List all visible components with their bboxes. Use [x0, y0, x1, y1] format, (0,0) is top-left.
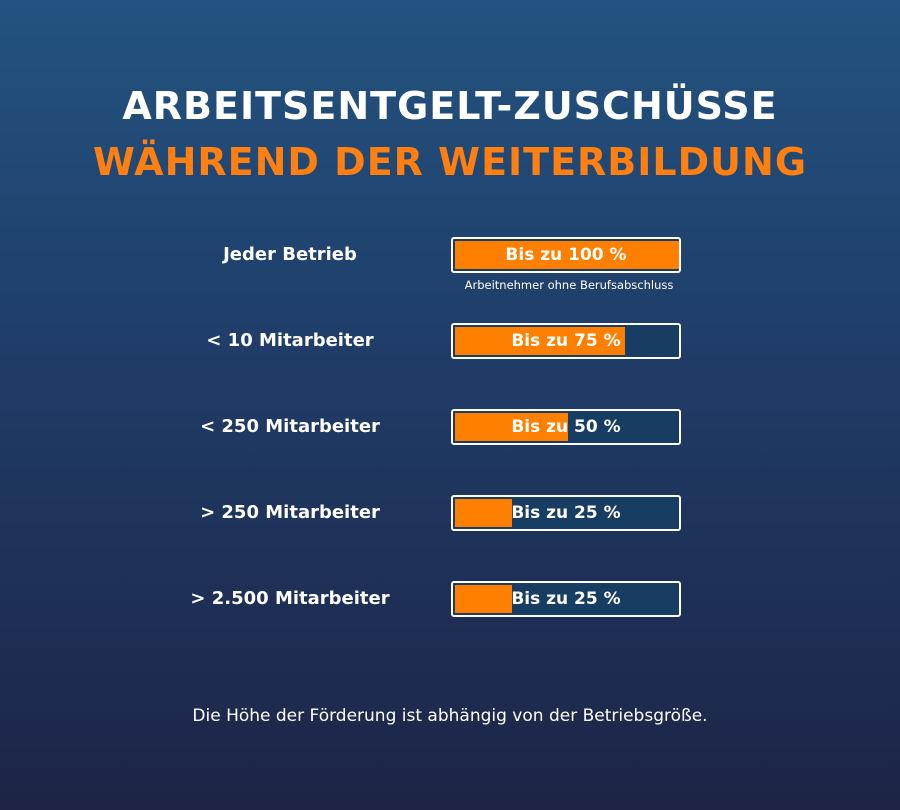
bar-track: Bis zu 25 %	[451, 495, 681, 531]
row-label: > 2.500 Mitarbeiter	[190, 588, 390, 609]
title-line-2: WÄHREND DER WEITERBILDUNG	[92, 140, 808, 184]
row-label: < 10 Mitarbeiter	[206, 330, 374, 351]
bar-fill	[455, 327, 625, 355]
row-label: > 250 Mitarbeiter	[200, 502, 380, 523]
bar-fill	[455, 413, 568, 441]
bar-value-label: Bis zu 25 %	[511, 503, 621, 523]
bar-value-label: Bis zu 100 %	[505, 245, 627, 265]
bar-track: Bis zu 50 %	[451, 409, 681, 445]
bar-value-label: Bis zu 75 %	[511, 331, 621, 351]
bar-track: Bis zu 75 %	[451, 323, 681, 359]
bar-track: Bis zu 100 %	[451, 237, 681, 273]
bar-fill	[455, 499, 512, 527]
bar-fill	[455, 585, 512, 613]
bar-fill	[455, 241, 679, 269]
row-label: < 250 Mitarbeiter	[200, 416, 380, 437]
title-line-1: ARBEITSENTGELT-ZUSCHÜSSE	[122, 84, 778, 128]
bar-value-label: Bis zu 25 %	[511, 589, 621, 609]
footer-note: Die Höhe der Förderung ist abhängig von …	[192, 706, 708, 726]
bar-value-label: Bis zu 50 %	[511, 417, 621, 437]
bar-track: Bis zu 25 %	[451, 581, 681, 617]
bar-note: Arbeitnehmer ohne Berufsabschluss	[464, 278, 674, 292]
row-label: Jeder Betrieb	[223, 244, 357, 265]
